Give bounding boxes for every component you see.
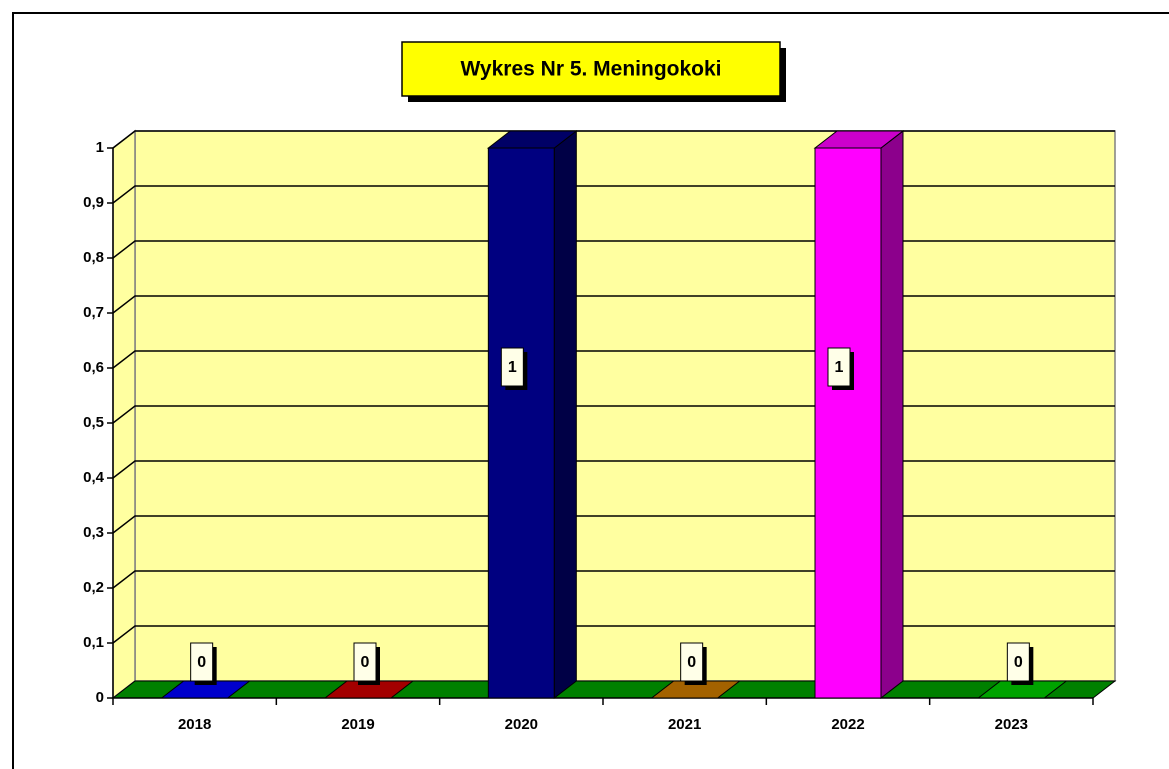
value-label: 1 bbox=[835, 359, 844, 376]
x-tick-label: 2018 bbox=[178, 716, 211, 733]
chart-title: Wykres Nr 5. Meningokoki bbox=[460, 58, 721, 81]
value-label-box bbox=[827, 347, 851, 387]
grid-line bbox=[112, 295, 1115, 314]
y-tick-label: 0,8 bbox=[83, 249, 104, 266]
plot: 0 0,1 0,2 0,3 0,4 0,5 0,6 0,7 0,8 0,9 1 2018 0 2019 0 2… bbox=[83, 129, 1117, 733]
grid-line bbox=[112, 405, 1115, 424]
value-label-box bbox=[190, 642, 214, 682]
y-tick-label: 0,1 bbox=[83, 634, 104, 651]
grid-line bbox=[112, 515, 1115, 534]
x-tick-label: 2022 bbox=[831, 716, 864, 733]
x-tick-label: 2021 bbox=[668, 716, 701, 733]
bar-top bbox=[486, 130, 578, 149]
floor bbox=[111, 680, 1117, 699]
y-tick-label: 0,3 bbox=[83, 524, 104, 541]
value-label-box bbox=[353, 642, 377, 682]
bar-side bbox=[553, 129, 577, 700]
bar-top bbox=[160, 680, 252, 699]
y-tick-label: 0 bbox=[96, 689, 104, 706]
value-label: 0 bbox=[1014, 654, 1023, 671]
bar-front bbox=[814, 147, 882, 699]
grid-line bbox=[112, 625, 1115, 644]
bar-top bbox=[650, 680, 742, 699]
value-label: 0 bbox=[687, 654, 696, 671]
value-label-box bbox=[1006, 642, 1030, 682]
grid-line bbox=[112, 185, 1115, 204]
y-tick-label: 0,9 bbox=[83, 194, 104, 211]
x-tick-label: 2023 bbox=[995, 716, 1028, 733]
grid-line bbox=[112, 130, 1115, 149]
value-label-box bbox=[500, 347, 524, 387]
bar-front bbox=[487, 147, 555, 699]
y-tick-label: 0,4 bbox=[83, 469, 105, 486]
value-label: 0 bbox=[197, 654, 206, 671]
y-tick-label: 1 bbox=[96, 139, 104, 156]
value-label-box bbox=[680, 642, 704, 682]
bar-top bbox=[813, 130, 905, 149]
bar-top bbox=[976, 680, 1068, 699]
grid-line bbox=[112, 570, 1115, 589]
value-label: 1 bbox=[508, 359, 517, 376]
x-tick-label: 2019 bbox=[341, 716, 374, 733]
y-tick-label: 0,5 bbox=[83, 414, 104, 431]
y-tick-label: 0,7 bbox=[83, 304, 104, 321]
title-box bbox=[401, 41, 781, 97]
y-tick-label: 0,2 bbox=[83, 579, 104, 596]
grid-line bbox=[112, 240, 1115, 259]
value-label: 0 bbox=[361, 654, 370, 671]
y-tick-label: 0,6 bbox=[83, 359, 104, 376]
grid-line bbox=[112, 350, 1115, 369]
x-tick-label: 2020 bbox=[505, 716, 538, 733]
bar-top bbox=[323, 680, 415, 699]
bar-side bbox=[880, 129, 904, 700]
grid-line bbox=[112, 460, 1115, 479]
